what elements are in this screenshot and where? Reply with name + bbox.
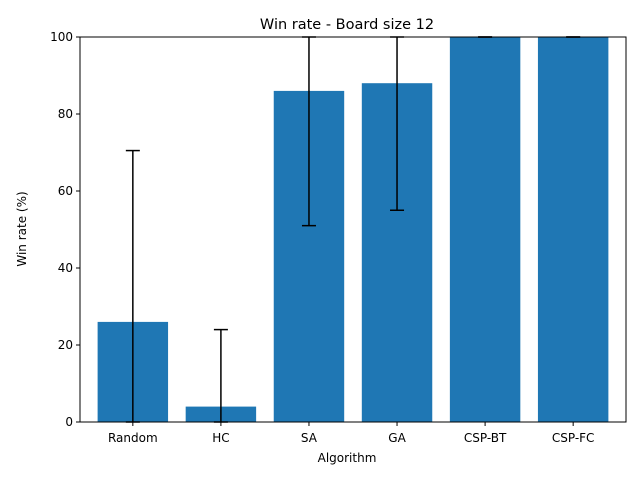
bars-group xyxy=(97,37,609,423)
x-tick-label: HC xyxy=(212,431,229,445)
x-axis-label: Algorithm xyxy=(318,451,377,465)
x-tick-label: Random xyxy=(108,431,158,445)
y-axis: 0 20 40 60 80 100 xyxy=(50,30,80,429)
x-tick-label: CSP-FC xyxy=(552,431,595,445)
y-tick-label: 20 xyxy=(58,338,73,352)
y-tick-label: 0 xyxy=(65,415,73,429)
chart-title: Win rate - Board size 12 xyxy=(260,17,434,33)
y-tick-label: 100 xyxy=(50,30,73,44)
x-tick-label: SA xyxy=(301,431,318,445)
y-tick-label: 40 xyxy=(58,261,73,275)
y-axis-label: Win rate (%) xyxy=(15,191,29,266)
bar-csp-fc xyxy=(537,37,609,422)
x-tick-label: CSP-BT xyxy=(464,431,507,445)
x-axis: Random HC SA GA CSP-BT CSP-FC xyxy=(108,422,594,445)
x-tick-label: GA xyxy=(388,431,406,445)
y-tick-label: 80 xyxy=(58,107,73,121)
y-tick-label: 60 xyxy=(58,184,73,198)
plot-frame xyxy=(79,36,627,423)
bar-csp-bt xyxy=(449,37,521,422)
